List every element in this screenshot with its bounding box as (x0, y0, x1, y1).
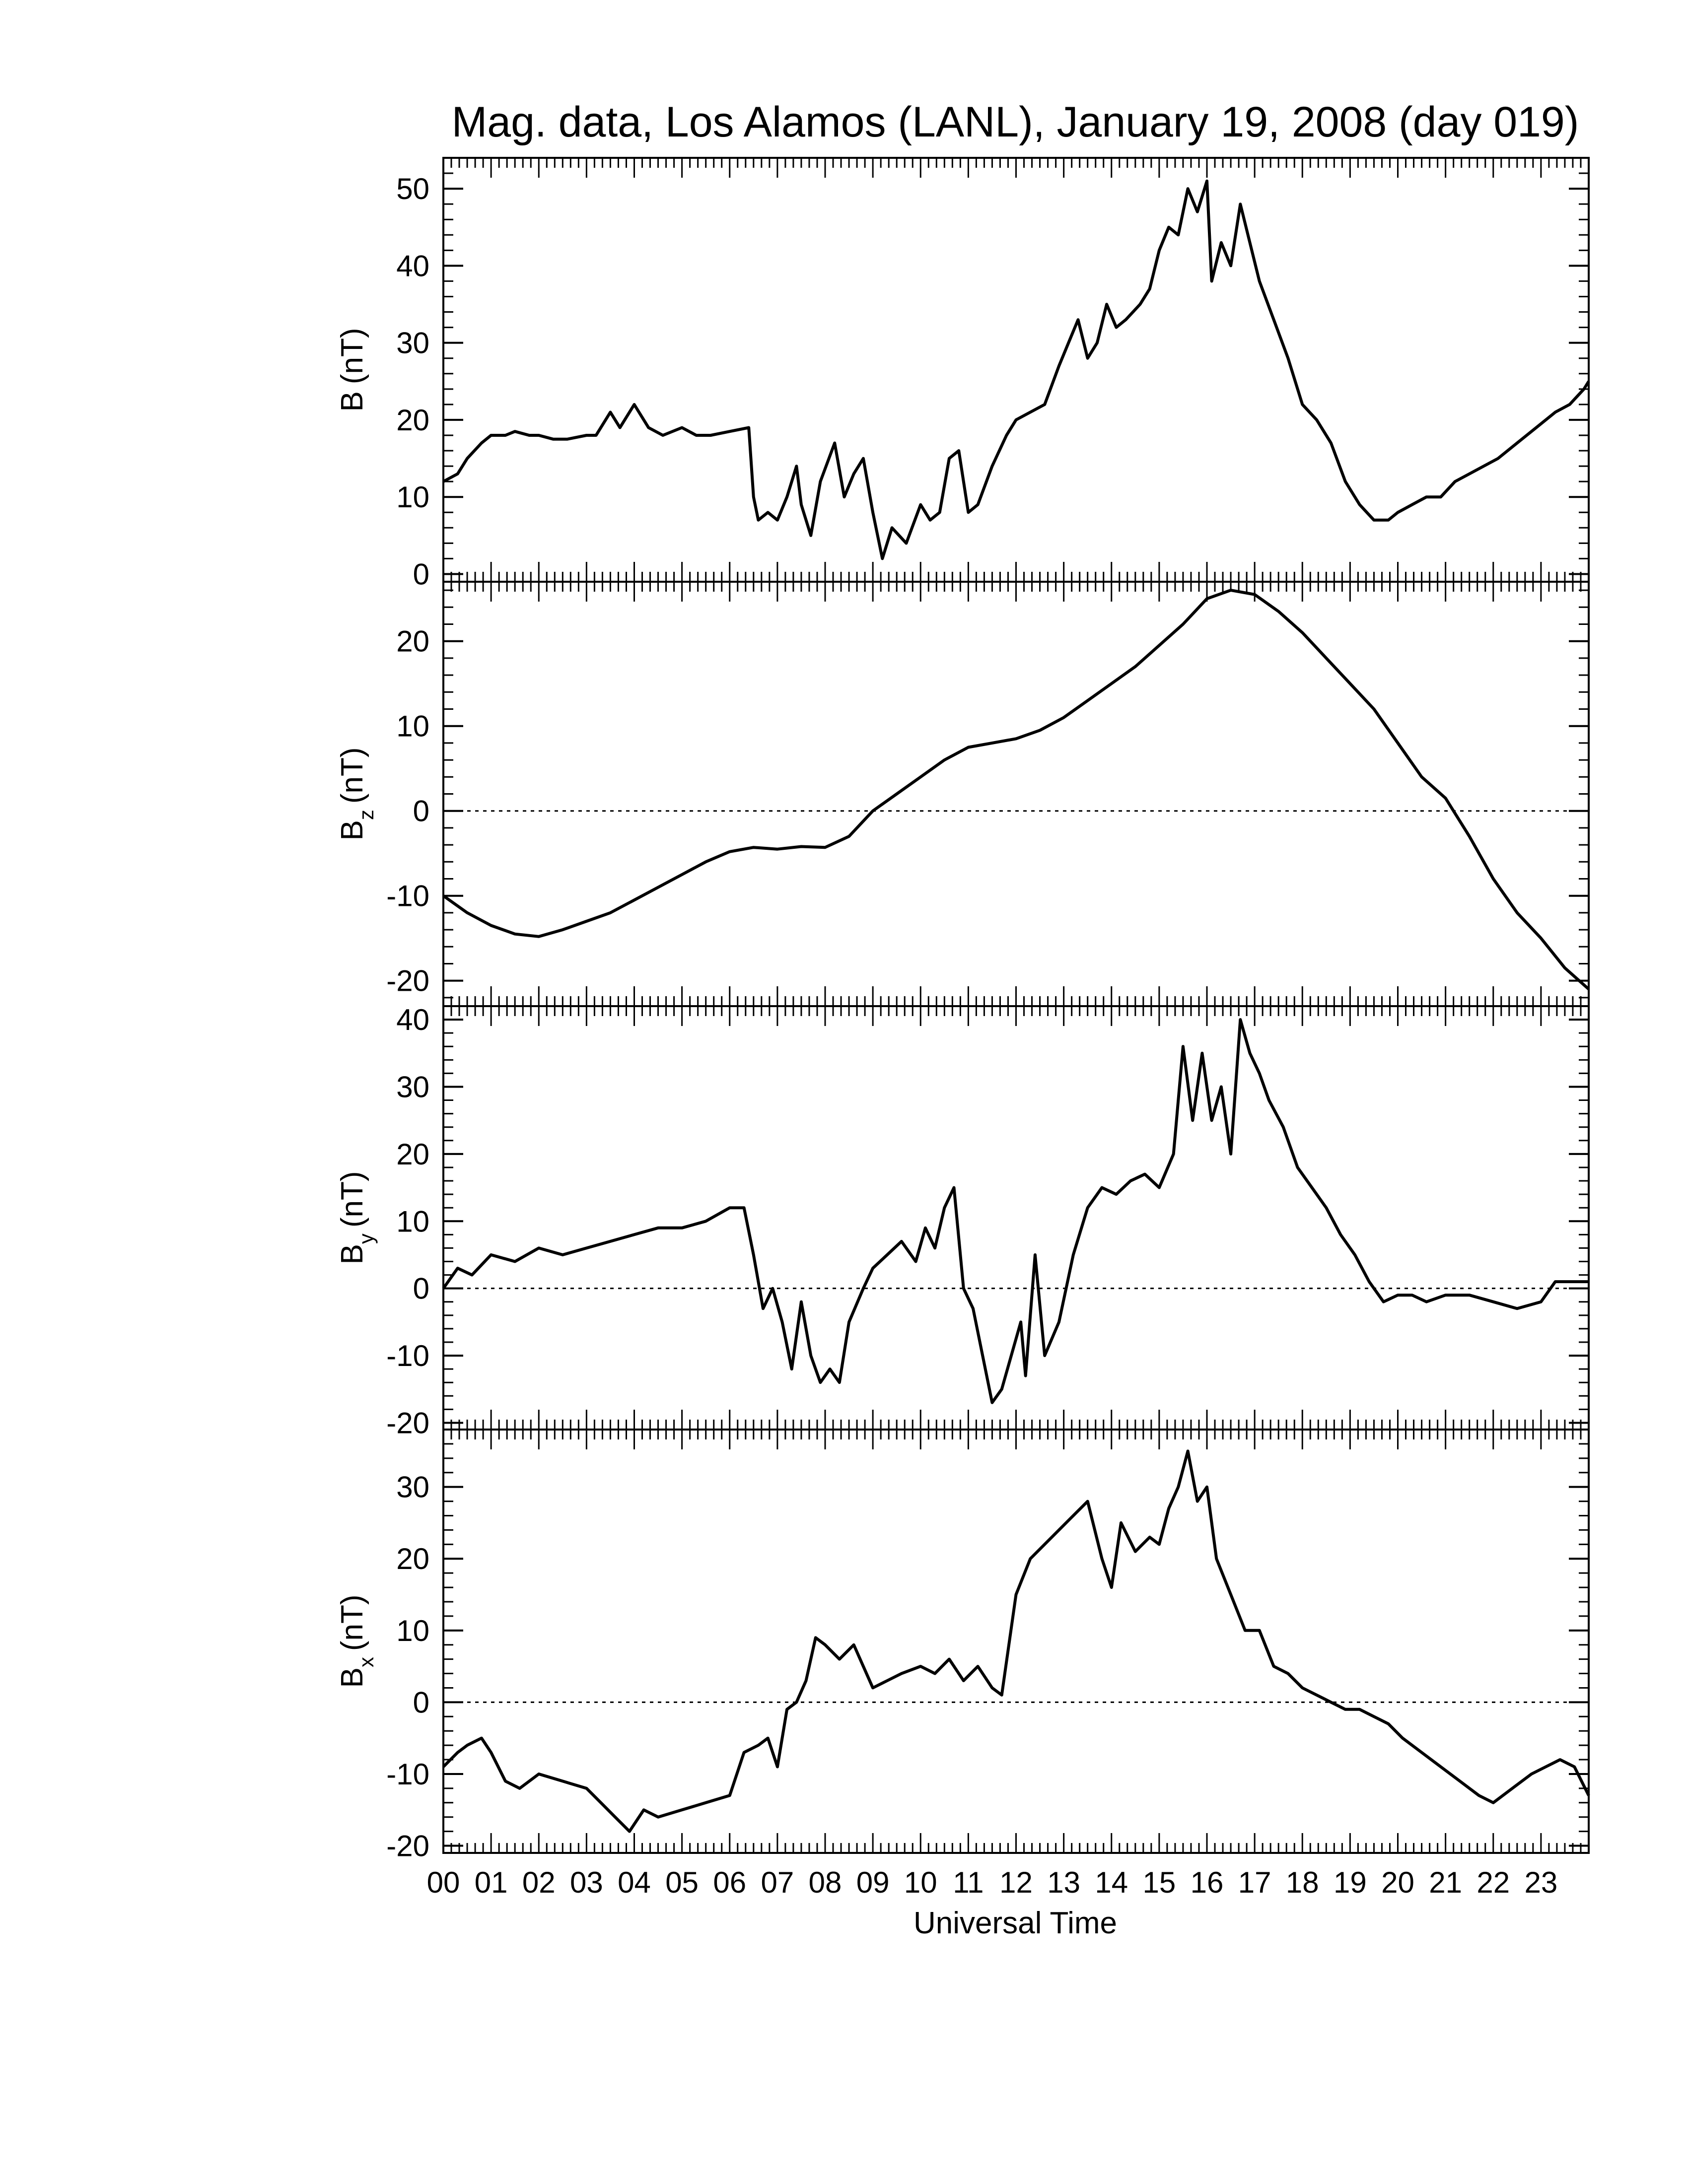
x-tick-label: 19 (1334, 1866, 1367, 1899)
x-axis: 00 01 02 03 04 05 06 07 08 09 10 11 12 13 14 15 16 17 18 19… (427, 1866, 1558, 1899)
x-tick-label: 18 (1286, 1866, 1319, 1899)
y-tick-label-By: -10 (386, 1339, 429, 1372)
series-line-Bz (442, 589, 1590, 991)
x-tick-label: 11 (953, 1866, 984, 1899)
x-tick-label: 23 (1525, 1866, 1558, 1899)
y-tick-label-B: 0 (413, 557, 429, 591)
x-tick-label: 00 (427, 1866, 460, 1899)
panel-By: -20 -10 0 10 20 30 40 By (nT) (335, 1003, 1590, 1439)
y-tick-label-Bz: 20 (396, 625, 429, 658)
y-tick-label-By: 40 (396, 1003, 429, 1036)
x-tick-label: 20 (1381, 1866, 1414, 1899)
chart-title: Mag. data, Los Alamos (LANL), January 19… (452, 98, 1579, 146)
y-tick-label-B: 10 (396, 480, 429, 514)
y-tick-label-Bz: 0 (413, 795, 429, 828)
y-axis-label-unit-Bx: (nT) (335, 1594, 369, 1651)
y-tick-label-B: 40 (396, 249, 429, 282)
y-axis-label-By: By (nT) (335, 1171, 378, 1264)
x-tick-label: 03 (570, 1866, 603, 1899)
x-tick-label: 21 (1429, 1866, 1462, 1899)
y-tick-label-Bx: -20 (386, 1830, 429, 1863)
panel-Bz: -20 -10 0 10 20 Bz (nT) (335, 581, 1590, 1007)
x-tick-label: 12 (999, 1866, 1033, 1899)
plot-frame-By (442, 1005, 1590, 1431)
plot-frame-Bx (442, 1429, 1590, 1854)
y-tick-label-Bz: -20 (386, 964, 429, 998)
y-tick-label-B: 30 (396, 327, 429, 360)
x-tick-label: 06 (713, 1866, 746, 1899)
y-tick-label-Bx: 20 (396, 1542, 429, 1575)
x-tick-label: 04 (618, 1866, 651, 1899)
x-tick-label: 02 (522, 1866, 556, 1899)
x-tick-label: 22 (1477, 1866, 1510, 1899)
y-axis-label-unit-B: (nT) (335, 328, 369, 384)
y-tick-label-By: -20 (386, 1406, 429, 1439)
y-tick-label-Bx: 30 (396, 1471, 429, 1504)
y-axis-label-main-Bz: B (335, 820, 369, 840)
x-tick-label: 13 (1047, 1866, 1080, 1899)
y-axis-label-B: B (nT) (335, 328, 369, 411)
x-axis-label: Universal Time (914, 1906, 1117, 1940)
y-axis-label-sub-By: y (354, 1233, 378, 1244)
series-line-B (442, 179, 1590, 560)
y-tick-label-By: 10 (396, 1205, 429, 1238)
y-tick-label-Bx: 10 (396, 1614, 429, 1647)
panel-B: 0 10 20 30 40 50 B (nT) (335, 157, 1590, 591)
y-tick-label-B: 50 (396, 172, 429, 205)
y-axis-label-unit-Bz: (nT) (335, 747, 369, 804)
y-tick-label-By: 30 (396, 1070, 429, 1103)
y-tick-label-Bx: 0 (413, 1686, 429, 1719)
x-tick-label: 16 (1191, 1866, 1224, 1899)
x-tick-label: 05 (665, 1866, 699, 1899)
y-tick-label-Bz: -10 (386, 880, 429, 913)
x-tick-label: 17 (1238, 1866, 1271, 1899)
x-tick-label: 10 (904, 1866, 937, 1899)
y-axis-label-main-By: B (335, 1244, 369, 1264)
x-tick-label: 01 (475, 1866, 508, 1899)
y-tick-label-By: 0 (413, 1272, 429, 1305)
x-tick-label: 14 (1095, 1866, 1128, 1899)
y-axis-label-main-Bx: B (335, 1667, 369, 1688)
x-tick-label: 08 (809, 1866, 842, 1899)
x-tick-label: 09 (856, 1866, 890, 1899)
y-axis-label-Bz: Bz (nT) (335, 747, 378, 840)
y-tick-label-Bz: 10 (396, 710, 429, 743)
series-line-By (442, 1018, 1589, 1404)
y-tick-label-B: 20 (396, 404, 429, 437)
panels-group: 0 10 20 30 40 50 B (nT) -20 -10 0 10 20 Bz (nT) -20 -10 0… (335, 157, 1590, 1863)
y-tick-label-By: 20 (396, 1138, 429, 1171)
y-axis-label-main-B: B (335, 391, 369, 411)
x-tick-label: 15 (1143, 1866, 1176, 1899)
y-axis-label-sub-Bz: z (354, 810, 378, 820)
plot-frame-B (442, 157, 1590, 583)
y-tick-label-Bx: -10 (386, 1758, 429, 1791)
x-tick-label: 07 (761, 1866, 794, 1899)
y-axis-label-Bx: Bx (nT) (335, 1594, 378, 1688)
y-axis-label-sub-Bx: x (354, 1657, 378, 1667)
plot-frame-Bz (442, 581, 1590, 1007)
panel-Bx: -20 -10 0 10 20 30 Bx (nT) (335, 1429, 1590, 1863)
y-axis-label-unit-By: (nT) (335, 1171, 369, 1228)
series-line-Bx (442, 1449, 1590, 1833)
